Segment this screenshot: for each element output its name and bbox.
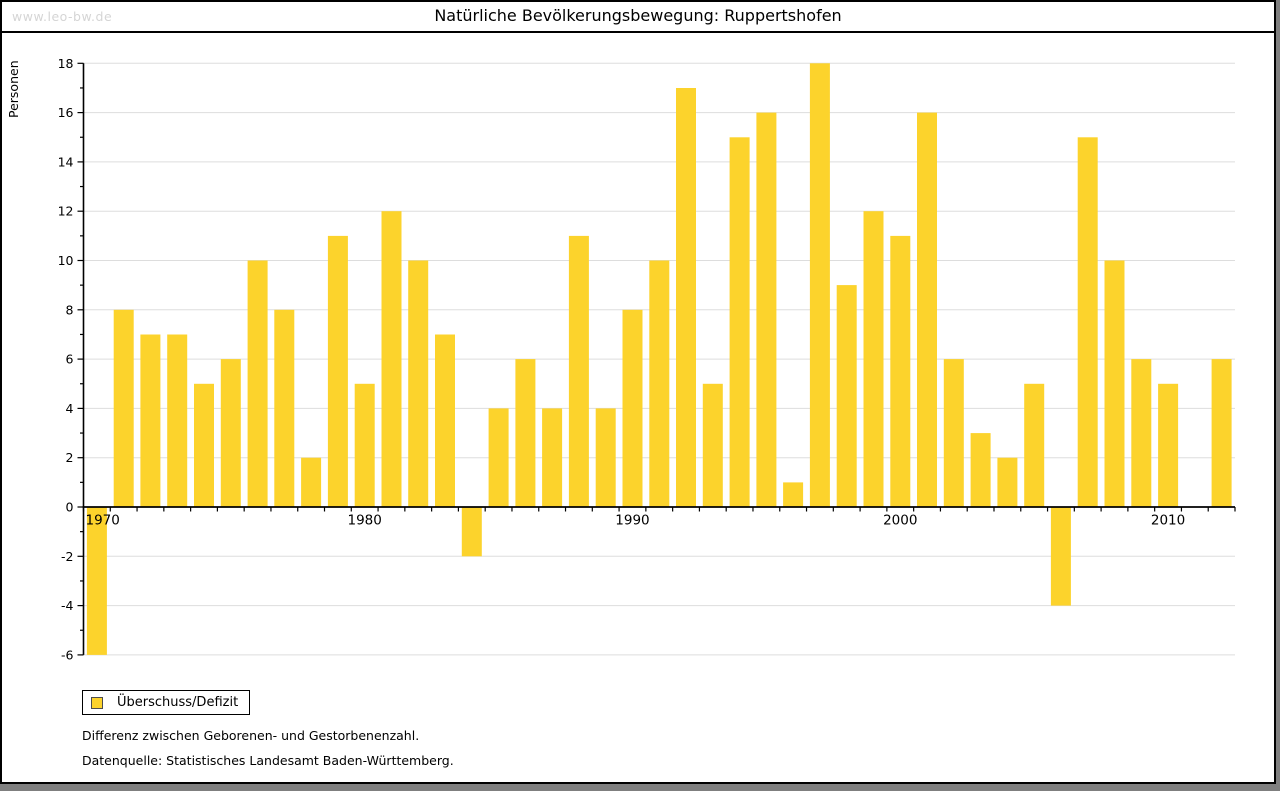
y-tick-label-8: 8	[66, 302, 74, 317]
bar-1976	[247, 260, 268, 507]
title-bar: www.leo-bw.de Natürliche Bevölkerungsbew…	[2, 2, 1274, 33]
bar-1995	[756, 112, 777, 507]
y-tick-label-14: 14	[58, 154, 74, 169]
bar-1992	[676, 88, 696, 507]
x-axis-label-1980: 1980	[348, 513, 382, 529]
y-tick-label--4: -4	[61, 598, 74, 613]
watermark: www.leo-bw.de	[12, 9, 113, 24]
bar-1973	[167, 334, 188, 507]
legend-box: Überschuss/Defizit	[82, 690, 250, 715]
bar-1985	[488, 408, 509, 507]
bar-1997	[809, 63, 830, 508]
bar-2009	[1131, 359, 1152, 507]
legend-swatch	[91, 696, 103, 709]
bar-1975	[220, 359, 241, 507]
x-axis-label-1990: 1990	[615, 513, 649, 529]
bar-1988	[568, 235, 589, 507]
bar-2012	[1211, 359, 1232, 507]
y-tick-label-12: 12	[58, 204, 74, 219]
bar-2005	[1024, 383, 1045, 508]
bar-1989	[595, 408, 616, 507]
bar-1979	[327, 235, 348, 507]
bar-1998	[836, 285, 857, 507]
bar-1972	[140, 334, 161, 507]
bar-1982	[408, 260, 429, 507]
x-axis-label-1970: 1970	[86, 513, 120, 529]
bar-1999	[863, 211, 884, 507]
footnote-definition: Differenz zwischen Geborenen- und Gestor…	[82, 728, 420, 743]
bar-1991	[649, 260, 670, 507]
bar-1986	[515, 359, 536, 507]
y-tick-label--6: -6	[61, 647, 74, 662]
y-tick-label-16: 16	[58, 105, 74, 120]
bar-1980	[354, 383, 375, 508]
y-tick-label-2: 2	[66, 450, 74, 465]
bar-2008	[1104, 260, 1125, 507]
bar-1974	[194, 383, 214, 508]
y-tick-label-4: 4	[66, 401, 74, 416]
bar-2010	[1158, 383, 1179, 508]
bar-2002	[943, 359, 964, 507]
bar-1994	[729, 137, 750, 508]
bar-1983	[435, 334, 455, 507]
bar-1977	[274, 309, 295, 507]
bar-1996	[783, 482, 804, 507]
bar-2000	[890, 235, 911, 507]
bar-2001	[917, 112, 937, 507]
x-axis-label-2000: 2000	[883, 513, 917, 529]
bar-2007	[1077, 137, 1098, 508]
bar-1987	[542, 408, 563, 507]
y-tick-label--2: -2	[61, 549, 73, 564]
y-tick-label-10: 10	[58, 253, 74, 268]
bar-1981	[381, 211, 402, 507]
bar-2006	[1050, 507, 1071, 606]
y-tick-label-0: 0	[66, 500, 74, 515]
bar-1984	[461, 507, 482, 557]
bar-1990	[622, 309, 643, 507]
page-title: Natürliche Bevölkerungsbewegung: Ruppert…	[434, 6, 842, 25]
bar-2003	[970, 433, 991, 507]
bar-2004	[997, 457, 1018, 507]
y-tick-label-6: 6	[66, 352, 74, 367]
bar-1993	[702, 383, 723, 508]
x-axis-label-2010: 2010	[1151, 513, 1185, 529]
legend-label: Überschuss/Defizit	[117, 695, 239, 710]
footnote-source: Datenquelle: Statistisches Landesamt Bad…	[82, 753, 454, 768]
bar-1970	[86, 507, 107, 655]
bar-1971	[113, 309, 134, 507]
y-tick-label-18: 18	[58, 56, 74, 71]
bar-1978	[301, 457, 322, 507]
